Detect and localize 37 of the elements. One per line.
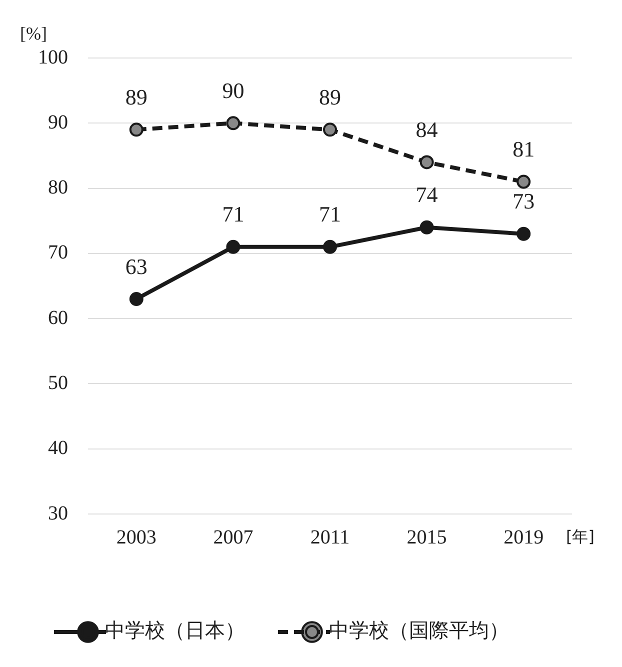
data-label: 84 bbox=[416, 117, 438, 142]
y-tick-label: 50 bbox=[48, 372, 68, 394]
y-tick-label: 100 bbox=[38, 46, 68, 68]
data-label: 63 bbox=[125, 254, 148, 279]
data-label: 89 bbox=[319, 84, 341, 110]
x-tick-label: 2011 bbox=[310, 526, 350, 548]
point bbox=[323, 122, 337, 137]
data-label: 89 bbox=[125, 84, 148, 110]
y-tick-label: 70 bbox=[48, 242, 68, 264]
point bbox=[420, 220, 434, 234]
point bbox=[516, 174, 531, 189]
legend-label: 中学校（国際平均） bbox=[329, 618, 509, 642]
point bbox=[226, 116, 240, 130]
point bbox=[129, 122, 144, 137]
data-label: 90 bbox=[222, 78, 244, 103]
point bbox=[129, 292, 144, 306]
x-axis-title: [年] bbox=[566, 527, 594, 546]
point bbox=[323, 240, 337, 254]
data-label: 71 bbox=[222, 202, 244, 227]
legend-label: 中学校（日本） bbox=[105, 618, 245, 642]
x-tick-label: 2015 bbox=[406, 526, 447, 548]
y-tick-label: 40 bbox=[48, 437, 68, 460]
y-tick-label: 90 bbox=[48, 111, 68, 134]
y-axis-title: [%] bbox=[20, 24, 47, 44]
y-tick-label: 60 bbox=[48, 306, 68, 329]
point bbox=[420, 155, 434, 170]
x-tick-label: 2003 bbox=[116, 526, 156, 548]
x-tick-label: 2019 bbox=[504, 526, 544, 548]
data-label: 71 bbox=[319, 202, 341, 227]
point bbox=[226, 240, 240, 254]
data-label: 73 bbox=[512, 188, 535, 214]
y-tick-label: 80 bbox=[48, 176, 68, 199]
data-label: 81 bbox=[512, 136, 535, 162]
data-label: 74 bbox=[416, 182, 438, 208]
point bbox=[516, 226, 531, 241]
y-tick-label: 30 bbox=[48, 502, 68, 524]
x-tick-label: 2007 bbox=[213, 526, 254, 548]
